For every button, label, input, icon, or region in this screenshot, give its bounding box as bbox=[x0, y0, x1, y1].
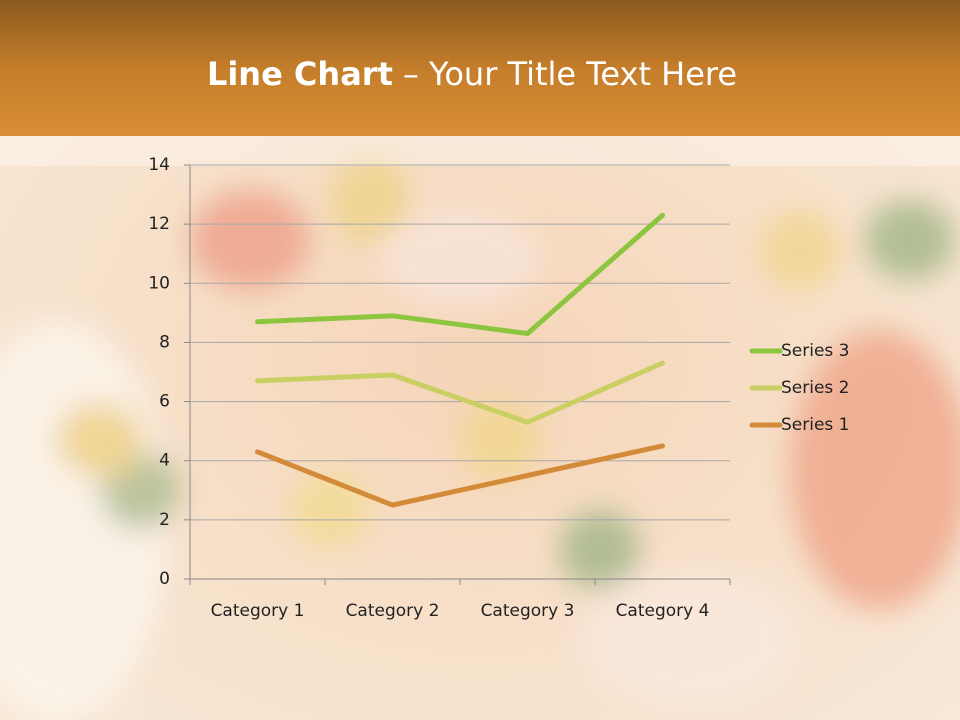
legend-label: Series 3 bbox=[781, 341, 850, 361]
legend-label: Series 1 bbox=[781, 415, 850, 435]
title-bold: Line Chart bbox=[207, 55, 393, 93]
x-tick-label: Category 1 bbox=[211, 601, 305, 621]
slide-title: Line Chart – Your Title Text Here bbox=[207, 55, 737, 93]
x-tick-label: Category 3 bbox=[481, 601, 575, 621]
y-tick-label: 10 bbox=[148, 273, 170, 293]
title-rest: – Your Title Text Here bbox=[403, 55, 737, 93]
x-tick-label: Category 4 bbox=[616, 601, 710, 621]
y-tick-label: 4 bbox=[159, 451, 170, 471]
y-tick-label: 6 bbox=[159, 392, 170, 412]
y-tick-label: 8 bbox=[159, 332, 170, 352]
y-tick-label: 12 bbox=[148, 214, 170, 234]
legend-label: Series 2 bbox=[781, 378, 850, 398]
y-tick-label: 14 bbox=[148, 155, 170, 175]
header-band bbox=[0, 0, 960, 136]
x-tick-label: Category 2 bbox=[346, 601, 440, 621]
series-line bbox=[255, 360, 665, 425]
series-line bbox=[255, 443, 665, 508]
y-tick-label: 2 bbox=[159, 510, 170, 530]
y-tick-label: 0 bbox=[159, 569, 170, 589]
header-shadow bbox=[0, 136, 960, 166]
series-line bbox=[255, 212, 665, 337]
